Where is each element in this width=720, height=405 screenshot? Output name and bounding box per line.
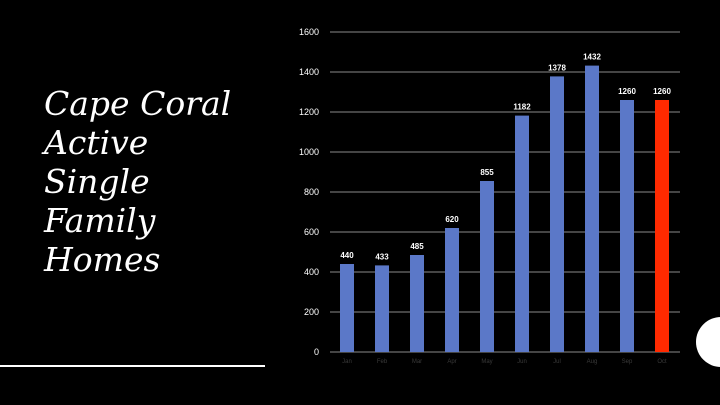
bar-may bbox=[480, 181, 494, 352]
bar-sep bbox=[620, 100, 634, 352]
bar-jan bbox=[340, 264, 354, 352]
title-line-5: Homes bbox=[44, 240, 161, 279]
x-tick-label: May bbox=[481, 359, 492, 365]
title-line-2: Active bbox=[44, 123, 149, 162]
title-divider-line bbox=[0, 365, 265, 367]
data-label: 1378 bbox=[548, 63, 566, 72]
y-tick-label: 1000 bbox=[299, 147, 319, 157]
x-tick-label: Oct bbox=[657, 359, 667, 365]
data-label: 855 bbox=[480, 168, 494, 177]
data-label: 1432 bbox=[583, 53, 601, 62]
data-label: 485 bbox=[410, 242, 424, 251]
x-tick-label: Sep bbox=[622, 359, 633, 365]
y-tick-label: 1400 bbox=[299, 67, 319, 77]
data-label: 433 bbox=[375, 252, 389, 261]
title-line-1: Cape Coral bbox=[44, 84, 232, 123]
y-tick-label: 0 bbox=[314, 347, 319, 357]
title-line-3: Single bbox=[44, 162, 150, 201]
x-tick-label: Feb bbox=[377, 359, 388, 365]
title-line-4: Family bbox=[44, 201, 156, 240]
slide-title: Cape Coral Active Single Family Homes bbox=[44, 84, 284, 279]
x-tick-label: Apr bbox=[447, 359, 456, 365]
data-label: 620 bbox=[445, 215, 459, 224]
x-tick-label: Mar bbox=[412, 359, 422, 365]
y-tick-label: 200 bbox=[304, 307, 319, 317]
data-label: 440 bbox=[340, 251, 354, 260]
x-tick-label: Aug bbox=[587, 359, 598, 365]
y-tick-label: 800 bbox=[304, 187, 319, 197]
x-tick-label: Jul bbox=[553, 359, 561, 365]
bar-aug bbox=[585, 65, 599, 352]
bar-jun bbox=[515, 115, 529, 352]
y-tick-label: 1200 bbox=[299, 107, 319, 117]
data-label: 1260 bbox=[653, 87, 671, 96]
x-tick-label: Jan bbox=[342, 359, 352, 365]
bar-mar bbox=[410, 255, 424, 352]
y-tick-label: 1600 bbox=[299, 27, 319, 37]
y-tick-label: 400 bbox=[304, 267, 319, 277]
bar-jul bbox=[550, 76, 564, 353]
bar-oct bbox=[655, 100, 669, 352]
data-label: 1260 bbox=[618, 87, 636, 96]
y-tick-label: 600 bbox=[304, 227, 319, 237]
bar-feb bbox=[375, 265, 389, 352]
bar-apr bbox=[445, 228, 459, 352]
x-tick-label: Jun bbox=[517, 359, 527, 365]
data-label: 1182 bbox=[513, 103, 531, 112]
